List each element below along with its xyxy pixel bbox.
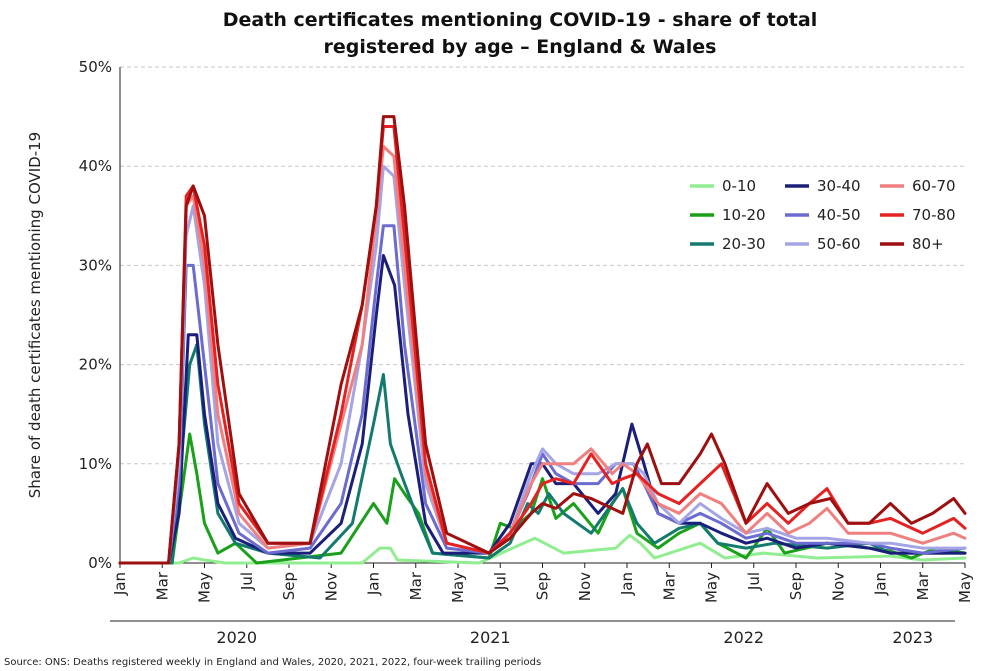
legend-label: 10-20 (722, 206, 766, 224)
year-label: 2023 (892, 628, 933, 647)
series-line (118, 343, 967, 565)
year-label: 2022 (723, 628, 764, 647)
x-tick-label: Nov (322, 572, 340, 601)
x-tick-label: Jul (745, 572, 763, 591)
series-line (118, 533, 967, 565)
x-tick-label: Jan (618, 572, 636, 596)
legend-label: 60-70 (912, 177, 956, 195)
series-line (118, 115, 967, 565)
x-tick-label: Mar (914, 571, 932, 600)
x-tick-label: May (703, 572, 721, 603)
x-tick-label: Sep (534, 572, 552, 600)
year-label: 2021 (470, 628, 511, 647)
legend-label: 20-30 (722, 235, 766, 253)
legend: 0-10 10-20 20-30 30-40 40-50 50-60 60-70 70-80 8… (690, 177, 956, 253)
y-tick-label: 50% (79, 58, 112, 76)
x-tick-label: Jan (365, 572, 383, 596)
legend-label: 0-10 (722, 177, 756, 195)
x-tick-label: Jul (238, 572, 256, 591)
x-tick-label: Jan (111, 572, 129, 596)
y-tick-label: 10% (79, 455, 112, 473)
x-tick-label: Nov (576, 572, 594, 601)
x-tick-label: Mar (153, 571, 171, 600)
series-line (118, 144, 967, 565)
x-tick-label: Nov (829, 572, 847, 601)
series-line (118, 254, 967, 565)
y-tick-label: 0% (88, 554, 112, 572)
legend-label: 30-40 (817, 177, 861, 195)
legend-label: 50-60 (817, 235, 861, 253)
series-lines (118, 115, 967, 565)
y-tick-label: 30% (79, 256, 112, 274)
x-tick-label: Mar (660, 571, 678, 600)
y-tick-label: 40% (79, 157, 112, 175)
y-tick-label: 20% (79, 356, 112, 374)
chart-title-line-1: Death certificates mentioning COVID-19 -… (223, 9, 817, 31)
series-line (118, 164, 967, 565)
source-note: Source: ONS: Deaths registered weekly in… (4, 657, 541, 668)
legend-label: 70-80 (912, 206, 956, 224)
chart-title-line-2: registered by age – England & Wales (324, 36, 717, 58)
x-tick-label: Mar (407, 571, 425, 600)
legend-label: 80+ (912, 235, 944, 253)
x-tick-label: Sep (280, 572, 298, 600)
x-tick-label: May (956, 572, 974, 603)
x-tick-label: Jul (491, 572, 509, 591)
year-label: 2020 (216, 628, 257, 647)
y-axis-label: Share of death certificates mentioning C… (26, 132, 44, 498)
x-tick-label: May (449, 572, 467, 603)
x-axis: Jan Mar May Jul Sep Nov Jan Mar May Jul Sep Nov Jan M… (110, 67, 974, 647)
grid-lines (120, 66, 965, 465)
x-tick-label: May (196, 572, 214, 603)
x-tick-label: Jan (872, 572, 890, 596)
y-tick-labels: 0% 10% 20% 30% 40% 50% (79, 58, 112, 572)
legend-label: 40-50 (817, 206, 861, 224)
x-tick-label: Sep (787, 572, 805, 600)
